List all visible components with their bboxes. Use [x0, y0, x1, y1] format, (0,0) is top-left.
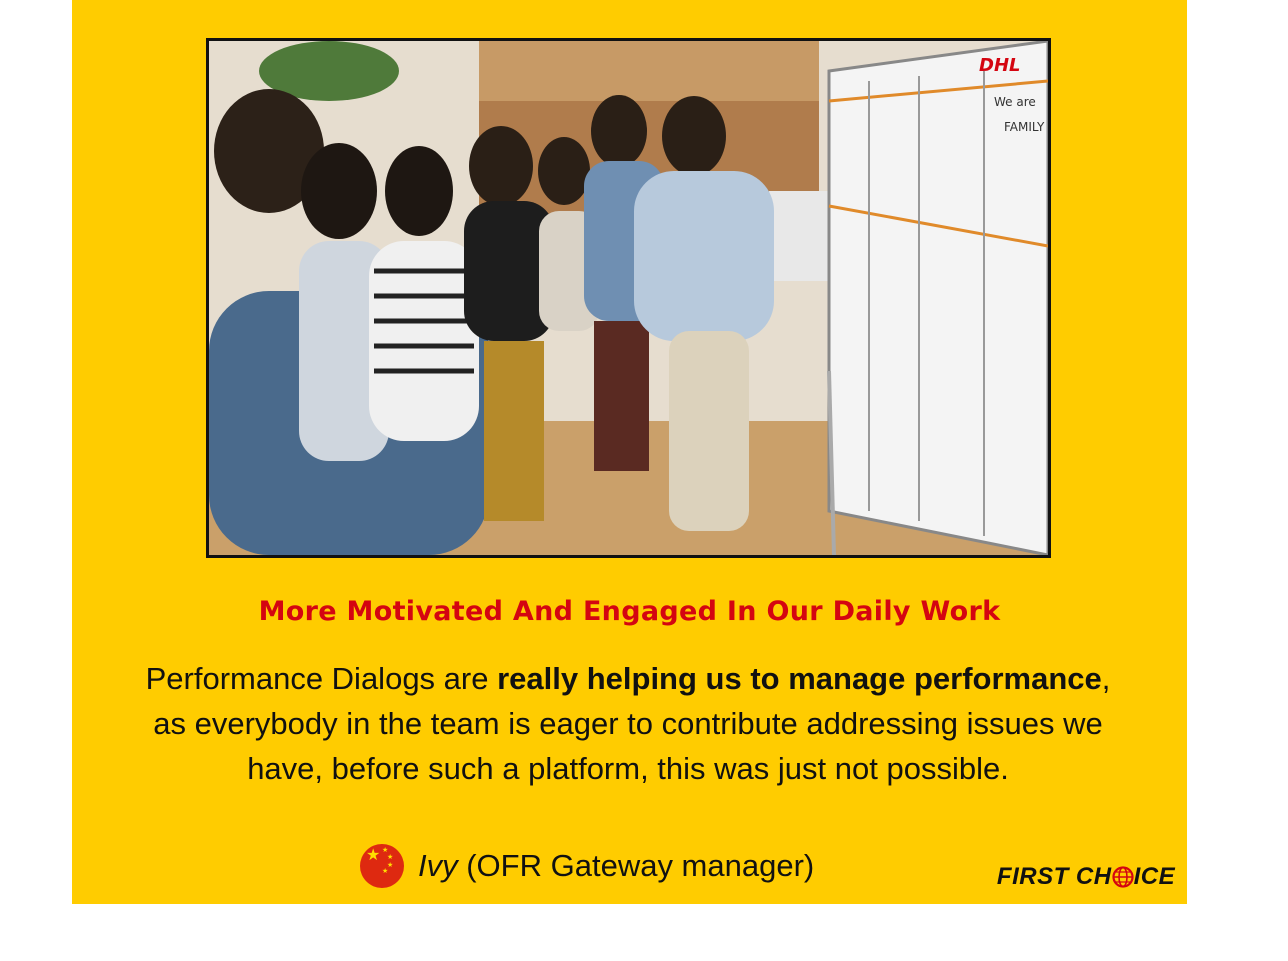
- board-note-2: FAMILY: [1004, 120, 1045, 134]
- brand-text-a: FIRST CH: [996, 863, 1112, 890]
- quote-text: Performance Dialogs are really helping u…: [140, 656, 1116, 791]
- china-flag-icon: ★ ★ ★ ★ ★: [360, 844, 404, 888]
- team-photo: DHL We are FAMILY: [206, 38, 1051, 558]
- board-note-1: We are: [994, 95, 1036, 109]
- attribution-name: Ivy: [418, 848, 458, 883]
- team-photo-illustration: DHL We are FAMILY: [209, 41, 1048, 555]
- quote-emphasis: really helping us to manage performance: [497, 661, 1102, 696]
- board-logo-text: DHL: [979, 55, 1020, 76]
- people-group: [209, 89, 774, 555]
- attribution: ★ ★ ★ ★ ★ Ivy (OFR Gateway manager): [360, 842, 814, 890]
- headline: More Motivated And Engaged In Our Daily …: [258, 596, 1001, 627]
- first-choice-logo: FIRST CH ICE: [985, 853, 1187, 901]
- quote-part-2: , as everybody in the team is eager to c…: [153, 661, 1111, 786]
- brand-text-b: ICE: [1133, 863, 1176, 890]
- quote-part-1: Performance Dialogs are: [145, 661, 498, 696]
- globe-icon: [1111, 866, 1134, 888]
- attribution-role: (OFR Gateway manager): [457, 848, 815, 883]
